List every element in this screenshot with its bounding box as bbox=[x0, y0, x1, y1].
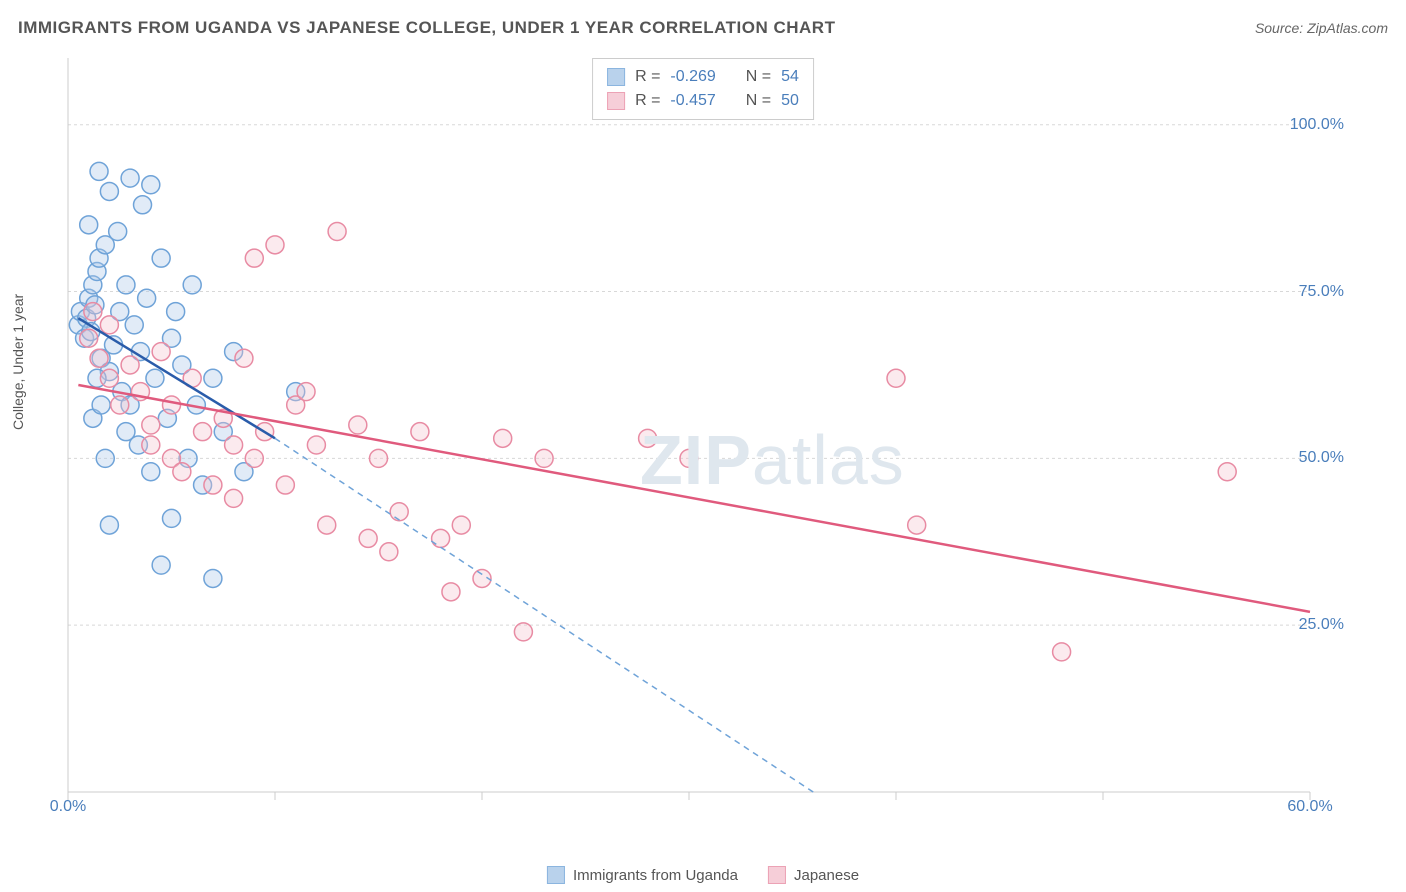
legend-series-label: Japanese bbox=[794, 867, 859, 884]
legend-swatch bbox=[547, 866, 565, 884]
legend-stat-row: R = -0.457 N = 50 bbox=[607, 89, 799, 113]
n-value: 50 bbox=[781, 89, 799, 113]
legend-swatch bbox=[607, 68, 625, 86]
chart-title: IMMIGRANTS FROM UGANDA VS JAPANESE COLLE… bbox=[18, 18, 835, 38]
scatter-chart-svg bbox=[50, 52, 1350, 822]
r-value: -0.457 bbox=[670, 89, 715, 113]
y-tick-label: 25.0% bbox=[1299, 616, 1344, 634]
legend-swatch bbox=[768, 866, 786, 884]
x-tick-label: 60.0% bbox=[1287, 798, 1332, 816]
legend-series-label: Immigrants from Uganda bbox=[573, 867, 738, 884]
r-label: R = bbox=[635, 65, 660, 89]
source-value: ZipAtlas.com bbox=[1307, 20, 1388, 36]
y-tick-label: 50.0% bbox=[1299, 449, 1344, 467]
n-value: 54 bbox=[781, 65, 799, 89]
chart-source: Source: ZipAtlas.com bbox=[1255, 20, 1388, 36]
n-label: N = bbox=[746, 65, 771, 89]
legend-swatch bbox=[607, 92, 625, 110]
y-tick-label: 100.0% bbox=[1290, 116, 1344, 134]
chart-plot-area: 25.0% 50.0% 75.0% 100.0% 0.0% 60.0% bbox=[50, 52, 1350, 822]
x-tick-label: 0.0% bbox=[50, 798, 86, 816]
series-legend: Immigrants from Uganda Japanese bbox=[547, 866, 859, 884]
legend-stat-row: R = -0.269 N = 54 bbox=[607, 65, 799, 89]
n-label: N = bbox=[746, 89, 771, 113]
chart-header: IMMIGRANTS FROM UGANDA VS JAPANESE COLLE… bbox=[18, 18, 1388, 38]
y-tick-label: 75.0% bbox=[1299, 283, 1344, 301]
r-label: R = bbox=[635, 89, 660, 113]
legend-series-item: Japanese bbox=[768, 866, 859, 884]
r-value: -0.269 bbox=[670, 65, 715, 89]
correlation-legend: R = -0.269 N = 54 R = -0.457 N = 50 bbox=[592, 58, 814, 120]
y-axis-label: College, Under 1 year bbox=[10, 294, 26, 430]
source-label: Source: bbox=[1255, 20, 1307, 36]
legend-series-item: Immigrants from Uganda bbox=[547, 866, 738, 884]
